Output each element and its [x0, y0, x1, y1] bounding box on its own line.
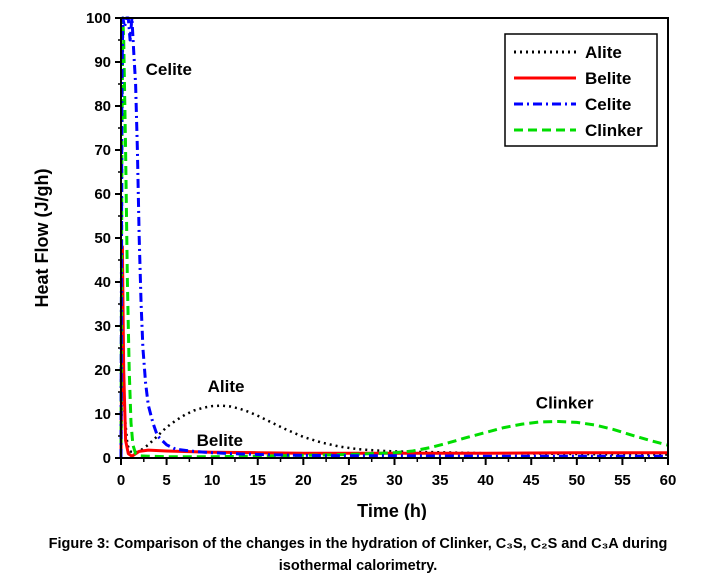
curve-annotations: Celite Alite Belite Clinker	[146, 60, 594, 450]
y-tick-label: 30	[94, 318, 111, 335]
x-tick-label: 40	[477, 472, 494, 489]
figure-caption: Figure 3: Comparison of the changes in t…	[0, 533, 716, 577]
x-tick-label: 30	[386, 472, 403, 489]
y-tick-label: 60	[94, 186, 111, 203]
x-tick-label: 55	[614, 472, 631, 489]
y-tick-label: 40	[94, 274, 111, 291]
chart-container: 0 10 20 30 40 50 60 70 80 90 100 0 5 10 15 20 25 30 35 40 4…	[32, 10, 677, 521]
legend-label-alite: Alite	[585, 43, 622, 62]
annotation-celite: Celite	[146, 60, 192, 79]
y-axis: 0 10 20 30 40 50 60 70 80 90 100	[86, 10, 121, 467]
series-line-clinker	[119, 16, 669, 459]
x-tick-label: 25	[341, 472, 358, 489]
x-tick-label: 15	[249, 472, 266, 489]
y-tick-label: 80	[94, 98, 111, 115]
x-axis: 0 5 10 15 20 25 30 35 40 45 50 55 60	[117, 458, 677, 489]
legend-label-celite: Celite	[585, 95, 631, 114]
x-tick-label: 10	[204, 472, 221, 489]
legend-box	[504, 33, 658, 147]
x-tick-label: 60	[660, 472, 677, 489]
annotation-alite: Alite	[208, 377, 245, 396]
y-tick-label: 90	[94, 54, 111, 71]
x-tick-label: 20	[295, 472, 312, 489]
annotation-clinker: Clinker	[536, 394, 594, 413]
y-tick-label: 100	[86, 10, 111, 27]
x-tick-label: 0	[117, 472, 125, 489]
y-tick-label: 0	[103, 450, 111, 467]
heat-flow-chart: 0 10 20 30 40 50 60 70 80 90 100 0 5 10 15 20 25 30 35 40 4…	[32, 10, 677, 521]
y-axis-title: Heat Flow (J/gh)	[32, 168, 52, 307]
legend-label-belite: Belite	[585, 69, 631, 88]
y-tick-label: 10	[94, 406, 111, 423]
x-tick-label: 5	[162, 472, 170, 489]
x-axis-title: Time (h)	[357, 501, 427, 520]
legend: Alite Belite Celite Clinker	[504, 33, 658, 147]
y-tick-label: 20	[94, 362, 111, 379]
y-tick-label: 70	[94, 142, 111, 159]
x-tick-label: 45	[523, 472, 540, 489]
caption-line-2: isothermal calorimetry.	[278, 558, 438, 574]
legend-label-clinker: Clinker	[585, 121, 643, 140]
x-tick-label: 35	[432, 472, 449, 489]
x-tick-label: 50	[568, 472, 585, 489]
series-line-belite	[119, 245, 668, 459]
y-tick-label: 50	[94, 230, 111, 247]
caption-line-1: Figure 3: Comparison of the changes in t…	[48, 536, 668, 552]
annotation-belite: Belite	[197, 431, 243, 450]
